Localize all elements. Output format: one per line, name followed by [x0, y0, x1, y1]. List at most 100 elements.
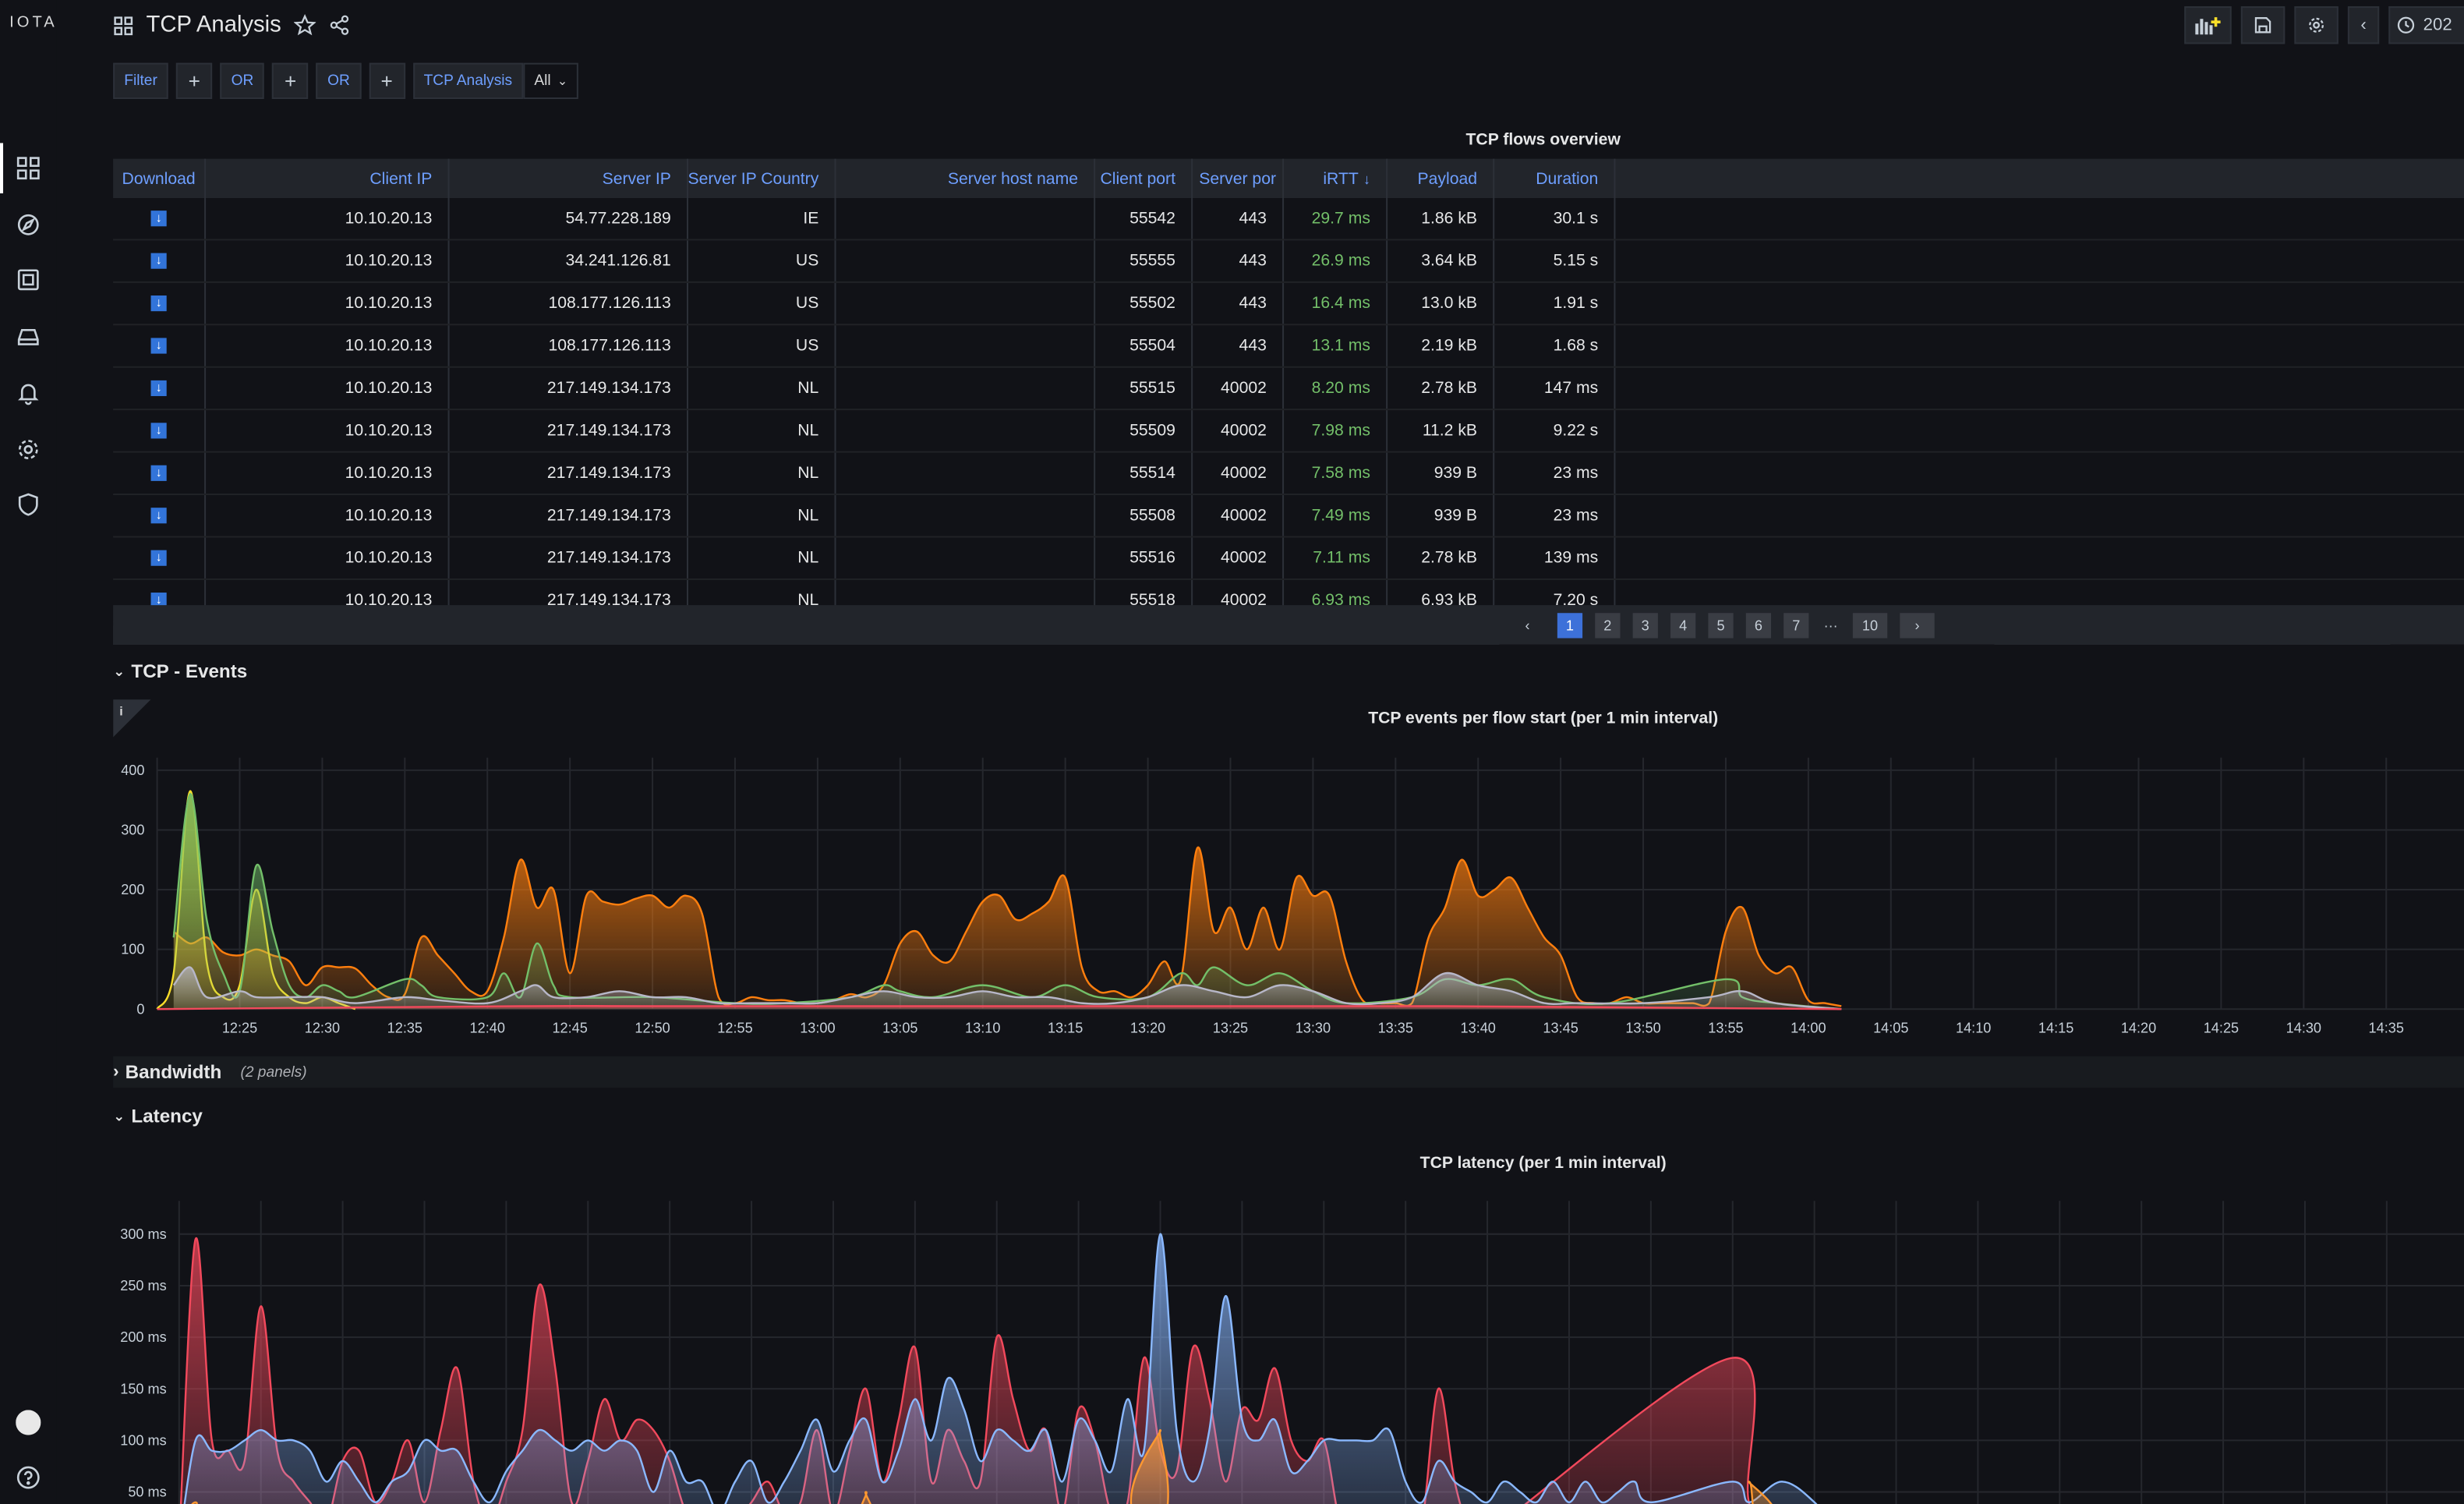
iota-logo[interactable]: IOTA — [9, 14, 58, 32]
page-button-5[interactable]: 5 — [1708, 613, 1734, 639]
series-line — [183, 1233, 1818, 1504]
download-icon[interactable]: ↓ — [150, 295, 167, 312]
bell-icon[interactable] — [12, 377, 44, 409]
table-cell-irtt: 7.58 ms — [1284, 452, 1388, 494]
table-row[interactable]: ↓ 10.10.20.13 108.177.126.113 US 55504 443 13.… — [113, 325, 2464, 368]
page-button-1[interactable]: 1 — [1557, 613, 1583, 639]
table-row[interactable]: ↓ 10.10.20.13 217.149.134.173 NL 55509 40002 7… — [113, 410, 2464, 453]
star-icon[interactable] — [293, 14, 316, 36]
page-button-7[interactable]: 7 — [1783, 613, 1809, 639]
table-cell-duration: 147 ms — [1494, 367, 1616, 409]
table-row[interactable]: ↓ 10.10.20.13 217.149.134.173 NL 55508 40002 7… — [113, 495, 2464, 538]
add-filter-button[interactable]: + — [176, 62, 213, 100]
table-cell-host — [836, 579, 1096, 621]
table-cell-client-ip: 10.10.20.13 — [206, 452, 450, 494]
table-cell-client-ip: 10.10.20.13 — [206, 537, 450, 579]
row-header-bandwidth[interactable]: › Bandwidth (2 panels) — [113, 1061, 306, 1083]
column-header[interactable]: Server IP — [450, 158, 689, 199]
table-row[interactable]: ↓ 10.10.20.13 217.149.134.173 NL 55516 40002 7… — [113, 537, 2464, 580]
download-icon[interactable]: ↓ — [150, 253, 167, 269]
download-icon[interactable]: ↓ — [150, 593, 167, 609]
prev-page-button[interactable]: ‹ — [1515, 613, 1540, 638]
or-button-1[interactable]: OR — [220, 62, 265, 100]
column-header[interactable]: Download — [113, 158, 207, 199]
bandwidth-row-bar[interactable] — [113, 1056, 2464, 1088]
table-row[interactable]: ↓ 10.10.20.13 54.77.228.189 IE 55542 443 29.7 … — [113, 198, 2464, 241]
download-icon[interactable]: ↓ — [150, 380, 167, 397]
shield-icon[interactable] — [12, 489, 44, 520]
chevron-down-icon: ⌄ — [113, 662, 125, 678]
save-dashboard-button[interactable] — [2240, 6, 2285, 44]
table-cell-host — [836, 198, 1096, 239]
table-cell-sport: 40002 — [1193, 452, 1285, 494]
row-header-latency[interactable]: ⌄ Latency — [113, 1105, 203, 1127]
table-cell-country: US — [688, 325, 836, 366]
page-button-10[interactable]: 10 — [1852, 613, 1888, 639]
row-title: TCP - Events — [131, 660, 248, 682]
row-header-tcp-events[interactable]: ⌄ TCP - Events — [113, 660, 247, 682]
server-icon[interactable] — [12, 320, 44, 352]
dashboards-icon[interactable] — [0, 143, 44, 193]
download-icon[interactable]: ↓ — [150, 423, 167, 439]
y-tick-label: 300 ms — [120, 1226, 166, 1242]
column-header[interactable]: Server host name — [836, 158, 1096, 199]
filter-button[interactable]: Filter — [113, 62, 168, 100]
download-icon[interactable]: ↓ — [150, 211, 167, 227]
table-cell-cport: 55509 — [1095, 410, 1193, 451]
column-header[interactable]: Client IP — [206, 158, 450, 199]
series-area — [184, 1233, 1816, 1504]
column-header[interactable]: Server IP Country — [688, 158, 836, 199]
table-row[interactable]: ↓ 10.10.20.13 217.149.134.173 NL 55515 40002 8… — [113, 367, 2464, 411]
table-cell-duration: 23 ms — [1494, 452, 1616, 494]
panel-info-corner[interactable]: i — [113, 699, 151, 738]
avatar[interactable] — [12, 1407, 44, 1438]
column-header[interactable]: Client port — [1095, 158, 1193, 199]
table-cell-client-ip: 10.10.20.13 — [206, 367, 450, 409]
column-header[interactable]: Payload — [1388, 158, 1495, 199]
x-tick-label: 14:30 — [2286, 1021, 2321, 1036]
select-value: All — [534, 72, 551, 90]
tcp-events-chart[interactable]: 0 100 200 300 400 12:25 12:30 12:35 12:40 12:45 12… — [113, 752, 2464, 1044]
series-line — [179, 1237, 1756, 1504]
download-icon[interactable]: ↓ — [150, 338, 167, 354]
y-tick-label: 100 ms — [120, 1432, 166, 1448]
table-cell-client-ip: 10.10.20.13 — [206, 325, 450, 366]
x-tick-label: 13:55 — [1708, 1021, 1743, 1036]
add-panel-button[interactable] — [2184, 6, 2232, 44]
download-cell: ↓ — [113, 367, 207, 409]
share-icon[interactable] — [328, 14, 350, 36]
tcp-analysis-select[interactable]: All ⌄ — [523, 62, 579, 100]
table-row[interactable]: ↓ 10.10.20.13 108.177.126.113 US 55502 443 16.… — [113, 282, 2464, 326]
table-cell-country: NL — [688, 537, 836, 579]
download-icon[interactable]: ↓ — [150, 508, 167, 524]
x-tick-label: 12:25 — [222, 1021, 257, 1036]
column-header[interactable]: Duration — [1494, 158, 1616, 199]
dashboard-settings-button[interactable] — [2294, 6, 2339, 44]
explore-icon[interactable] — [12, 209, 44, 240]
add-or-filter-button-1[interactable]: + — [272, 62, 309, 100]
table-cell-client-ip: 10.10.20.13 — [206, 282, 450, 324]
download-icon[interactable]: ↓ — [150, 465, 167, 481]
table-cell-irtt: 7.11 ms — [1284, 537, 1388, 579]
tcp-latency-chart[interactable]: 50 ms 100 ms 150 ms 200 ms 250 ms 300 ms — [113, 1194, 2464, 1504]
time-back-button[interactable]: ‹ — [2347, 6, 2380, 44]
page-button-2[interactable]: 2 — [1595, 613, 1621, 639]
table-row[interactable]: ↓ 10.10.20.13 217.149.134.173 NL 55514 40002 7… — [113, 452, 2464, 496]
gear-icon[interactable] — [12, 434, 44, 465]
library-icon[interactable] — [12, 264, 44, 295]
next-page-button[interactable]: › — [1900, 613, 1935, 639]
download-icon[interactable]: ↓ — [150, 550, 167, 566]
time-picker[interactable]: 202 — [2388, 6, 2464, 44]
page-button-6[interactable]: 6 — [1745, 613, 1772, 639]
page-button-4[interactable]: 4 — [1670, 613, 1696, 639]
table-cell-server-ip: 108.177.126.113 — [450, 325, 689, 366]
table-row[interactable]: ↓ 10.10.20.13 34.241.126.81 US 55555 443 26.9 … — [113, 240, 2464, 283]
column-header-sorted[interactable]: iRTT ↓ — [1284, 158, 1388, 199]
or-button-2[interactable]: OR — [316, 62, 361, 100]
add-or-filter-button-2[interactable]: + — [369, 62, 405, 100]
help-icon[interactable] — [12, 1462, 44, 1493]
page-title[interactable]: TCP Analysis — [146, 12, 281, 38]
page-button-3[interactable]: 3 — [1632, 613, 1658, 639]
column-header[interactable]: Server por — [1193, 158, 1285, 199]
table-cell-country: IE — [688, 198, 836, 239]
